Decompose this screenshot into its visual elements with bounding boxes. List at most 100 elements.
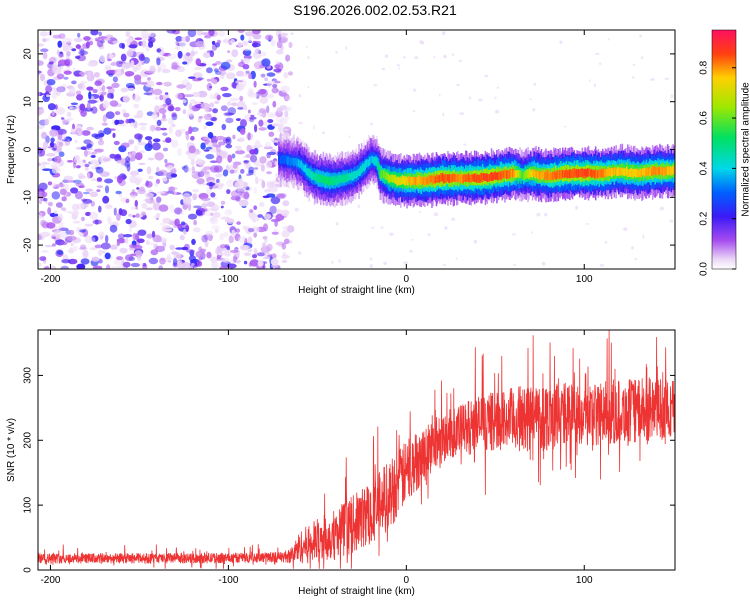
heatmap-track-cell: [589, 169, 592, 177]
heatmap-noise-cell: [75, 44, 81, 49]
heatmap-track-cell: [462, 175, 464, 184]
heatmap-noise-cell: [126, 87, 135, 91]
heatmap-noise-cell: [250, 154, 258, 163]
heatmap-noise-cell: [226, 263, 237, 269]
heatmap-noise-cell: [47, 157, 53, 162]
heatmap-noise-cell: [280, 32, 288, 37]
heatmap-noise-cell: [116, 241, 120, 246]
heatmap-noise-cell: [267, 112, 277, 118]
heatmap-track-cell: [414, 176, 416, 185]
heatmap-noise-cell: [192, 227, 201, 233]
heatmap-noise-cell: [284, 95, 291, 101]
heatmap-noise-cell: [105, 111, 115, 119]
heatmap-noise-cell: [183, 164, 189, 173]
heatmap-noise-cell: [189, 259, 198, 263]
heatmap-noise-cell: [57, 213, 64, 221]
heatmap-noise-cell: [110, 62, 117, 66]
heatmap-noise-cell: [206, 251, 212, 259]
heatmap-track-cell: [503, 170, 505, 179]
heatmap-track-cell: [597, 169, 600, 178]
heatmap-noise-cell: [113, 207, 117, 216]
heatmap-noise-cell: [251, 102, 259, 105]
heatmap-track-cell: [498, 171, 501, 178]
heatmap-noise-cell: [58, 151, 65, 157]
heatmap-track-cell: [427, 176, 430, 185]
heatmap-track-cell: [381, 170, 383, 178]
heatmap-track-cell: [558, 170, 560, 179]
heatmap-track-cell: [489, 174, 491, 182]
heatmap-noise-cell: [129, 244, 137, 248]
heatmap-faint-cell: [298, 94, 302, 98]
heatmap-faint-cell: [599, 263, 604, 267]
heatmap-noise-cell: [238, 199, 249, 207]
heatmap-track-cell: [399, 178, 401, 185]
heatmap-noise-cell: [258, 202, 265, 207]
heatmap-noise-cell: [38, 91, 41, 97]
heatmap-track-cell: [457, 173, 459, 182]
heatmap-noise-cell: [111, 265, 122, 269]
heatmap-track-cell: [336, 177, 338, 186]
heatmap-noise-cell: [97, 139, 105, 146]
heatmap-noise-cell: [124, 71, 135, 77]
heatmap-noise-cell: [68, 86, 76, 95]
heatmap-noise-cell: [235, 118, 242, 122]
heatmap-noise-cell: [141, 211, 146, 216]
heatmap-noise-cell: [269, 205, 277, 215]
heatmap-noise-cell: [169, 244, 175, 251]
heatmap-faint-cell: [370, 122, 373, 126]
heatmap-track-cell: [601, 170, 603, 178]
heatmap-faint-cell: [650, 78, 655, 81]
heatmap-noise-cell: [135, 206, 139, 210]
heatmap-track-cell: [563, 170, 566, 178]
heatmap-track-cell: [637, 170, 640, 178]
heatmap-track-cell: [575, 168, 577, 177]
heatmap-track-cell: [633, 169, 635, 177]
heatmap-track-cell: [278, 154, 280, 163]
heatmap-faint-cell: [595, 52, 600, 55]
heatmap-noise-cell: [90, 165, 97, 170]
heatmap-noise-cell: [275, 213, 285, 221]
heatmap-noise-cell: [210, 192, 216, 198]
heatmap-track-cell: [451, 174, 454, 182]
heatmap-track-cell: [529, 168, 531, 178]
heatmap-noise-cell: [217, 182, 221, 186]
heatmap-noise-cell: [248, 36, 252, 43]
heatmap-noise-cell: [234, 170, 238, 174]
heatmap-noise-cell: [249, 116, 257, 120]
heatmap-noise-cell: [81, 130, 91, 136]
heatmap-track-cell: [393, 175, 395, 183]
heatmap-noise-cell: [118, 42, 125, 49]
heatmap-track-cell: [342, 174, 344, 183]
heatmap-noise-cell: [230, 39, 235, 44]
heatmap-noise-cell: [266, 152, 271, 159]
heatmap-noise-cell: [152, 202, 161, 211]
heatmap-noise-cell: [229, 97, 239, 102]
heatmap-noise-cell: [219, 233, 225, 241]
heatmap-track-cell: [531, 170, 534, 178]
heatmap-noise-cell: [116, 175, 123, 184]
heatmap-track-cell: [362, 163, 365, 171]
heatmap-noise-cell: [137, 229, 147, 236]
heatmap-noise-cell: [282, 252, 287, 257]
heatmap-noise-cell: [243, 104, 248, 111]
heatmap-noise-cell: [90, 30, 99, 36]
x-tick-label: 100: [576, 575, 593, 586]
heatmap-noise-cell: [266, 171, 272, 175]
heatmap-faint-cell: [307, 55, 310, 60]
heatmap-noise-cell: [158, 169, 168, 177]
heatmap-track-cell: [282, 155, 285, 165]
heatmap-track-cell: [380, 170, 382, 179]
heatmap-track-cell: [460, 173, 463, 182]
heatmap-noise-cell: [158, 265, 163, 269]
heatmap-noise-cell: [263, 223, 268, 232]
heatmap-track-cell: [344, 175, 346, 183]
heatmap-track-cell: [443, 174, 446, 184]
heatmap-faint-cell: [598, 62, 602, 65]
heatmap-noise-cell: [39, 256, 47, 261]
heatmap-noise-cell: [262, 236, 268, 240]
heatmap-faint-cell: [373, 84, 378, 87]
heatmap-faint-cell: [451, 53, 455, 56]
heatmap-noise-cell: [80, 258, 90, 265]
heatmap-track-cell: [343, 175, 345, 183]
